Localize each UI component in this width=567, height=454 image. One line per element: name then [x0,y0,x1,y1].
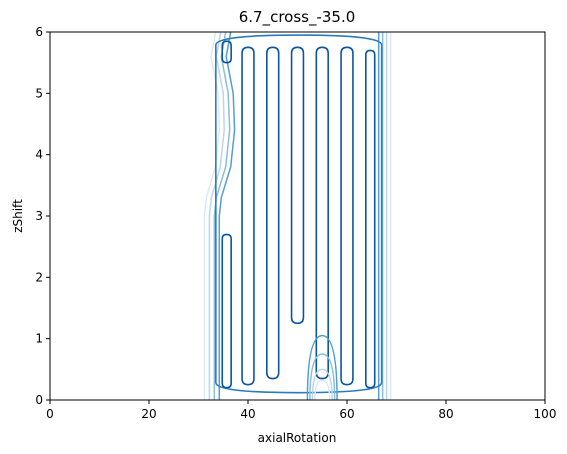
x-axis-label: axialRotation [258,431,337,445]
contour-column [266,46,280,380]
contour-column [365,49,376,389]
contour-lobe [306,334,338,400]
x-tick-label: 100 [534,407,557,421]
y-tick-label: 6 [35,25,43,39]
y-tick-label: 4 [35,148,43,162]
plot-frame [49,31,546,401]
x-tick-label: 20 [141,407,156,421]
x-tick-label: 40 [240,407,255,421]
y-tick-label: 2 [35,270,43,284]
contour-column [221,233,232,389]
contour-envelope-left [213,32,231,400]
x-tick-label: 60 [339,407,354,421]
y-tick-label: 1 [35,332,43,346]
chart-title: 6.7_cross_-35.0 [239,8,356,27]
contour-lobe [311,368,333,400]
contour-column [315,46,329,380]
contour-column [340,46,354,386]
y-tick-label: 0 [35,393,43,407]
y-axis-ticks: 0 1 2 3 4 5 6 [35,25,50,407]
contour-column [290,46,305,325]
contour-column [241,46,255,386]
contour-column [215,34,383,394]
y-tick-label: 5 [35,86,43,100]
contour-lobe [309,353,336,400]
contour-column [221,40,232,64]
x-tick-label: 0 [46,407,54,421]
x-tick-label: 80 [438,407,453,421]
contour-envelope-left [208,32,225,400]
contour-envelope-left [203,32,221,400]
contour-lobe [314,379,331,400]
y-tick-label: 3 [35,209,43,223]
contour-lines [203,32,392,400]
x-axis-ticks: 0 20 40 60 80 100 [46,400,556,421]
y-axis-label: zShift [11,199,25,233]
